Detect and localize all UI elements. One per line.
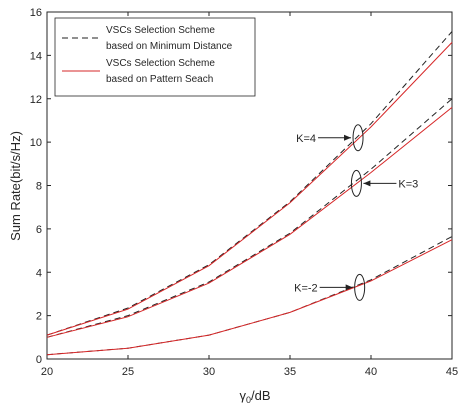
annotation-label: K=4	[296, 133, 316, 145]
x-tick-label: 35	[284, 366, 296, 378]
y-tick-label: 6	[36, 224, 42, 236]
annotations: K=4 K=3 K=-2	[294, 124, 418, 301]
annotation-ellipse	[352, 124, 364, 152]
x-tick-label: 40	[365, 366, 377, 378]
x-axis-label: γ0/dB	[239, 388, 270, 405]
y-tick-label: 0	[36, 354, 42, 366]
y-axis-label: Sum Rate(bit/s/Hz)	[8, 131, 23, 241]
x-tick-label: 25	[122, 366, 134, 378]
series-2-line-1	[46, 42, 453, 336]
legend-entry-2-line-2: based on Pattern Seach	[106, 74, 213, 85]
legend-entry-1-line-1: VSCs Selection Scheme	[106, 25, 215, 36]
x-tick-label: 30	[203, 366, 215, 378]
y-tick-label: 8	[36, 181, 42, 193]
annotation-label: K=3	[398, 178, 418, 190]
y-tick-label: 2	[36, 311, 42, 323]
x-axis-ticks: 20 25 30 35 40 45	[41, 12, 458, 378]
y-tick-label: 12	[30, 94, 42, 106]
annotation-arrowhead	[363, 180, 371, 187]
annotation-ellipse	[354, 273, 366, 301]
annotation-arrowhead	[345, 284, 353, 291]
y-axis-ticks: 0 2 4 6 8 10 12 14 16	[30, 7, 452, 366]
series-2-line-2	[46, 107, 453, 338]
x-tick-label: 45	[446, 366, 458, 378]
series-2-line-3	[46, 239, 453, 356]
y-tick-label: 10	[30, 137, 42, 149]
annotation-arrowhead	[344, 134, 352, 141]
series-lines	[46, 31, 453, 356]
legend-entry-2-line-1: VSCs Selection Scheme	[106, 58, 215, 69]
y-tick-label: 4	[36, 267, 42, 279]
annotation-ellipse	[350, 169, 362, 197]
legend: VSCs Selection Scheme based on Minimum Di…	[54, 17, 256, 97]
annotation-label: K=-2	[294, 282, 318, 294]
legend-entry-1-line-2: based on Minimum Distance	[106, 41, 233, 52]
y-tick-label: 16	[30, 7, 42, 19]
series-1-line-1	[46, 31, 453, 336]
y-tick-label: 14	[30, 50, 42, 62]
x-tick-label: 20	[41, 366, 53, 378]
legend-box	[54, 17, 256, 97]
